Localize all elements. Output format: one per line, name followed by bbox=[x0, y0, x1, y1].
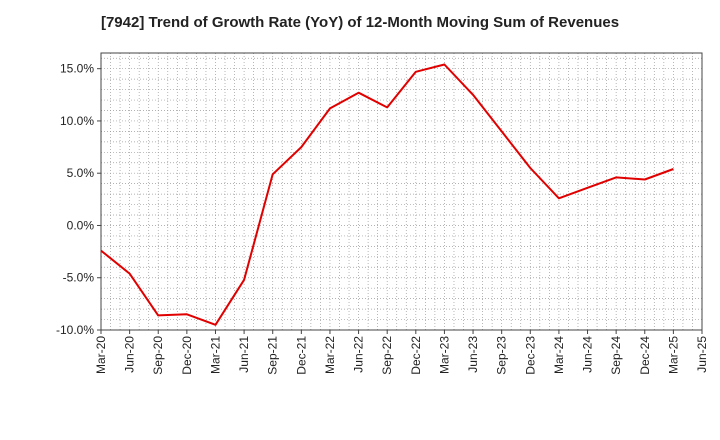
x-tick-label: Sep-20 bbox=[151, 336, 165, 375]
y-tick-label: 15.0% bbox=[60, 62, 94, 76]
y-tick-label: -10.0% bbox=[56, 323, 94, 337]
plot-area bbox=[101, 53, 702, 330]
x-tick-label: Sep-24 bbox=[609, 336, 623, 375]
x-tick-label: Dec-21 bbox=[294, 336, 308, 375]
y-tick-label: 10.0% bbox=[60, 114, 94, 128]
x-tick-label: Dec-23 bbox=[523, 336, 537, 375]
x-tick-label: Dec-22 bbox=[409, 336, 423, 375]
chart-title: [7942] Trend of Growth Rate (YoY) of 12-… bbox=[100, 14, 620, 31]
x-tick-label: Mar-25 bbox=[666, 336, 680, 374]
x-tick-label: Mar-22 bbox=[323, 336, 337, 374]
x-tick-label: Dec-20 bbox=[180, 336, 194, 375]
x-tick-label: Sep-21 bbox=[266, 336, 280, 375]
x-tick-label: Mar-24 bbox=[552, 336, 566, 374]
series-line bbox=[100, 63, 674, 326]
x-tick-label: Mar-21 bbox=[208, 336, 222, 374]
y-tick-label: 5.0% bbox=[67, 166, 95, 180]
x-tick-label: Sep-23 bbox=[495, 336, 509, 375]
grid bbox=[101, 53, 702, 330]
plot-frame bbox=[100, 52, 703, 331]
y-tick-label: -5.0% bbox=[63, 271, 95, 285]
y-tick-label: 0.0% bbox=[67, 218, 95, 232]
x-tick-label: Jun-21 bbox=[237, 336, 251, 373]
x-tick-label: Jun-24 bbox=[581, 336, 595, 373]
x-tick-label: Mar-20 bbox=[94, 336, 108, 374]
x-tick-label: Sep-22 bbox=[380, 336, 394, 375]
x-tick-label: Jun-22 bbox=[352, 336, 366, 373]
x-tick-label: Mar-23 bbox=[437, 336, 451, 374]
x-tick-label: Jun-23 bbox=[466, 336, 480, 373]
x-tick-label: Jun-20 bbox=[123, 336, 137, 373]
x-tick-label: Jun-25 bbox=[695, 336, 709, 373]
x-tick-label: Dec-24 bbox=[638, 336, 652, 375]
